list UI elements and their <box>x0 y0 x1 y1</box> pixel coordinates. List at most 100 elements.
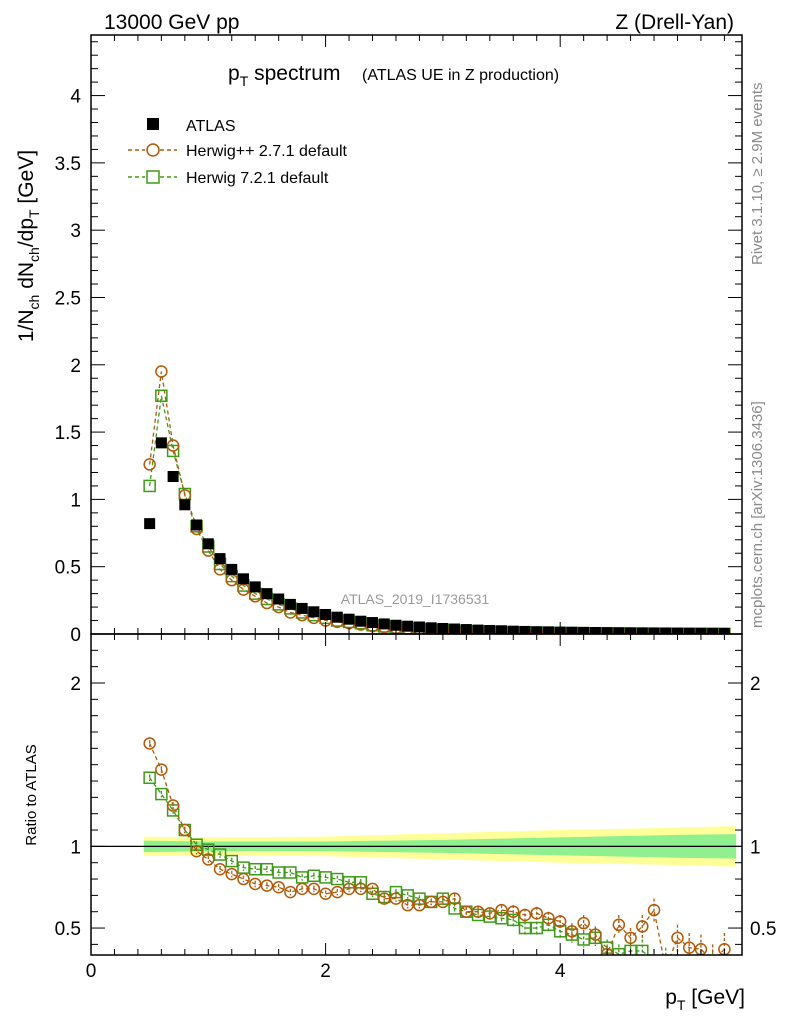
atlas-point <box>308 606 320 618</box>
herwigpp-ratio-point <box>284 885 297 899</box>
herwigpp-ratio-point <box>600 947 614 955</box>
atlas-point <box>566 626 578 634</box>
atlas-point <box>273 593 285 605</box>
herwigpp-ratio-point <box>413 898 426 912</box>
herwigpp-ratio-point <box>589 928 602 941</box>
atlas-point <box>261 588 273 600</box>
herwig7-ratio-point <box>707 962 718 973</box>
atlas-point <box>519 625 531 634</box>
atlas-point <box>367 617 379 629</box>
x-tick-label: 2 <box>320 961 331 982</box>
atlas-point <box>613 627 625 634</box>
herwigpp-ratio-point <box>190 845 203 858</box>
atlas-point <box>542 626 554 634</box>
herwig7-ratio-point <box>672 957 683 968</box>
herwigpp-ratio-point <box>307 882 321 896</box>
atlas-point <box>343 613 355 625</box>
atlas-point <box>167 471 179 483</box>
legend-marker-herwig7 <box>146 170 160 184</box>
herwigpp-ratio-point <box>366 882 379 896</box>
herwigpp-ratio-point <box>495 903 508 917</box>
herwigpp-ratio-point <box>260 879 274 892</box>
herwigpp-ratio-point <box>401 898 414 912</box>
herwigpp-ratio-point <box>553 915 567 928</box>
atlas-point <box>214 553 226 565</box>
herwigpp-ratio-point <box>460 905 473 918</box>
ratio-panel: 0 2 4 0.5 0.5 1 1 2 2 <box>55 633 776 982</box>
herwig7-ratio-point <box>155 787 168 801</box>
rivet-version-label: Rivet 3.1.10, ≥ 2.9M events <box>749 83 766 266</box>
herwigpp-ratio-point <box>671 931 684 945</box>
x-tick-label: 4 <box>555 961 566 982</box>
herwigpp-ratio-point <box>436 895 450 909</box>
herwig7-ratio-point <box>225 854 239 868</box>
atlas-point <box>660 627 672 634</box>
herwigpp-ratio-point <box>354 882 368 896</box>
plot-title: pT spectrum <box>228 62 340 89</box>
ratio-y-axis-label: Ratio to ATLAS <box>23 744 40 845</box>
herwigpp-ratio-point <box>507 905 520 918</box>
atlas-point <box>296 602 308 614</box>
herwig7-ratio-point <box>213 848 227 861</box>
atlas-point <box>320 608 332 620</box>
herwigpp-ratio-point <box>319 887 332 900</box>
herwigpp-ratio-point <box>213 862 227 876</box>
mcplots-label: mcplots.cern.ch [arXiv:1306.3436] <box>749 401 766 628</box>
x-tick-label: 0 <box>86 961 97 982</box>
herwig7-ratio-point <box>143 771 156 785</box>
herwig7-ratio-point <box>636 944 649 955</box>
atlas-point <box>425 622 437 634</box>
legend-label-herwigpp: Herwig++ 2.7.1 default <box>186 143 348 160</box>
atlas-point <box>683 627 695 634</box>
herwigpp-ratio-point <box>682 941 696 954</box>
herwig7-ratio-point <box>684 958 695 969</box>
herwigpp-ratio-point <box>424 895 438 909</box>
herwigpp-ratio-point <box>636 920 649 933</box>
herwigpp-ratio-point <box>389 892 403 905</box>
herwigpp-ratio-point <box>143 737 156 750</box>
atlas-point <box>179 499 191 511</box>
herwigpp-ratio-point <box>295 882 309 896</box>
herwigpp-ratio-point <box>248 877 262 891</box>
x-axis-label: pT [GeV] <box>665 986 745 1013</box>
herwigpp-ratio-line <box>149 743 725 955</box>
herwig7-point <box>143 479 156 493</box>
legend-label-atlas: ATLAS <box>186 118 236 135</box>
herwigpp-point <box>143 458 156 471</box>
herwig7-ratio-point <box>659 954 673 955</box>
herwigpp-ratio-point <box>518 908 532 922</box>
herwigpp-ratio-point <box>577 916 590 930</box>
analysis-watermark: ATLAS_2019_I1736531 <box>341 591 490 607</box>
atlas-point <box>249 581 261 593</box>
herwigpp-ratio-point <box>331 885 344 899</box>
herwigpp-ratio-point <box>660 963 671 974</box>
y-tick-label: 3 <box>70 221 81 242</box>
header-process: Z (Drell-Yan) <box>615 11 734 34</box>
herwigpp-ratio-point <box>542 911 555 925</box>
herwigpp-ratio-point <box>471 905 485 918</box>
legend-marker-herwigpp <box>146 143 160 157</box>
ratio-y-tick-label-left: 2 <box>70 674 81 695</box>
y-tick-label: 2.5 <box>55 288 81 309</box>
atlas-point <box>413 621 425 633</box>
herwigpp-ratio-point <box>342 882 356 896</box>
herwig7-ratio-point <box>507 913 520 927</box>
atlas-point <box>144 518 156 530</box>
herwigpp-ratio-point <box>483 907 497 920</box>
atlas-point <box>191 519 203 531</box>
y-tick-label: 3.5 <box>55 154 81 175</box>
herwigpp-ratio-point <box>377 892 391 905</box>
herwigpp-ratio-point <box>624 931 637 945</box>
y-tick-label: 2 <box>70 356 81 377</box>
herwigpp-ratio-point <box>155 763 168 776</box>
atlas-point <box>496 625 508 634</box>
herwigpp-ratio-point <box>166 799 180 812</box>
herwig7-point <box>166 444 180 458</box>
atlas-point <box>402 620 414 632</box>
ratio-frame <box>90 633 743 956</box>
y-tick-label: 1.5 <box>55 423 81 444</box>
herwig7-ratio-point <box>719 963 730 974</box>
herwigpp-ratio-point <box>237 872 250 886</box>
atlas-point <box>472 624 484 634</box>
ratio-series-group <box>91 737 742 974</box>
